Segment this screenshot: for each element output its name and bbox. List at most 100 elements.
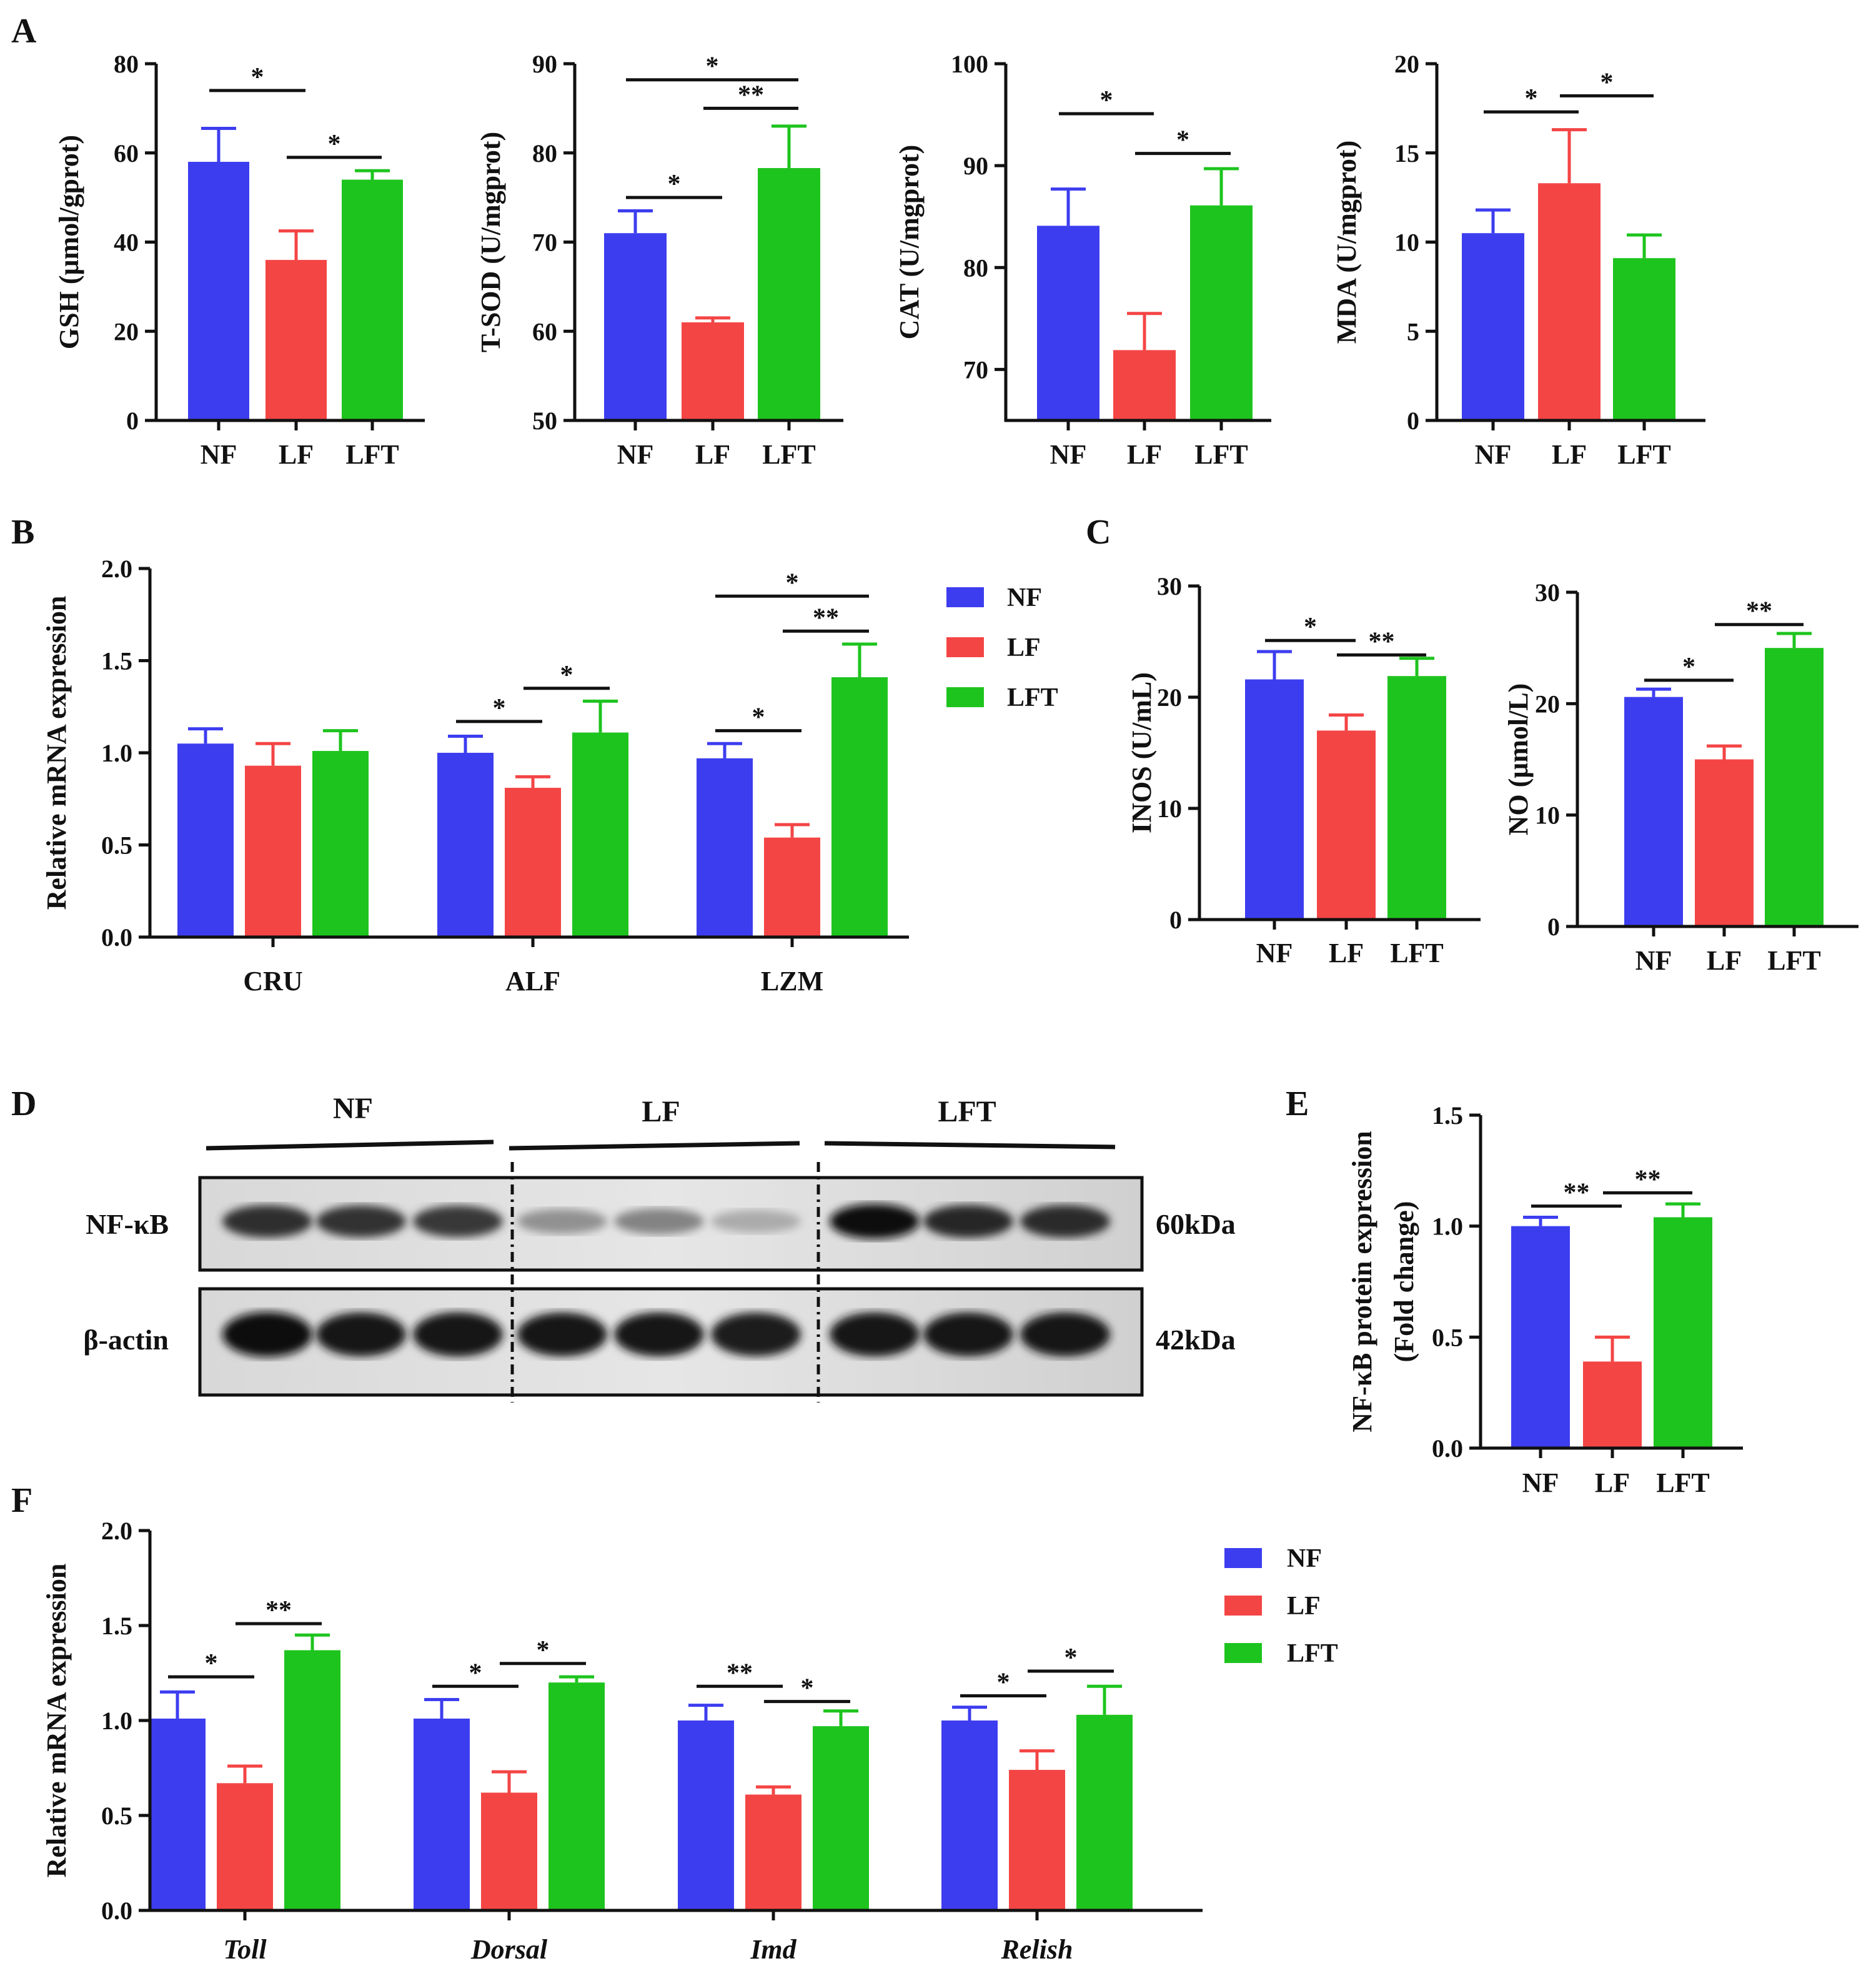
sig-label-b-3: ** — [813, 603, 839, 632]
bar-b-1 — [245, 765, 301, 937]
sig-label-a1-1: * — [328, 130, 341, 159]
bar-c2-1 — [1695, 759, 1754, 926]
blot-band-0-1 — [316, 1205, 406, 1238]
panel-label-b: B — [11, 513, 34, 552]
sig-label-f-4: ** — [727, 1659, 753, 1687]
blot-bands — [222, 1204, 1110, 1357]
bar-b-7 — [764, 837, 820, 937]
legend-f-swatch-lft — [1224, 1643, 1262, 1663]
bar-f-10 — [1009, 1770, 1065, 1910]
bar-f-5 — [548, 1682, 605, 1910]
x-tick-label-f-0: Toll — [223, 1934, 267, 1965]
bar-a3-2 — [1190, 205, 1253, 420]
bar-c1-0 — [1245, 679, 1304, 920]
y-tick-label-f-4: 2.0 — [101, 1517, 132, 1545]
sig-label-c2-1: ** — [1746, 597, 1772, 626]
blot-group-line-lf — [509, 1141, 800, 1151]
y-tick-label-a3-3: 100 — [951, 50, 988, 78]
blot-band-1-2 — [413, 1312, 503, 1357]
chart-b: 0.0 0.5 1.0 1.5 2.0 CRU ALF LZM Relative mRNA ex… — [41, 555, 909, 996]
legend-b-label-lft: LFT — [1007, 683, 1058, 712]
y-tick-label-f-1: 0.5 — [101, 1802, 132, 1830]
bar-a4-2 — [1613, 258, 1675, 420]
y-tick-label-b-0: 0.0 — [101, 923, 132, 951]
bar-b-4 — [505, 788, 561, 937]
x-tick-label-a3-0: NF — [1050, 439, 1087, 470]
panel-label-f: F — [11, 1481, 32, 1520]
y-tick-label-a2-0: 50 — [532, 407, 557, 435]
blot-band-0-4 — [614, 1208, 704, 1234]
bar-f-4 — [481, 1792, 537, 1910]
sig-label-e-0: ** — [1564, 1179, 1590, 1208]
blot-row-label-actin: β-actin — [83, 1324, 169, 1356]
sig-label-b-2: * — [752, 703, 765, 732]
blot-group-lft: LFT — [938, 1095, 996, 1128]
y-tick-label-a1-3: 60 — [114, 139, 139, 167]
panel-label-d: D — [11, 1085, 36, 1123]
chart-a1: 0 20 40 60 80 NF LF LFT GSH (μmol/gprot) * * — [54, 50, 425, 470]
y-tick-label-a3-1: 80 — [963, 254, 988, 282]
y-axis-label-c2: NO (μmol/L) — [1503, 683, 1534, 836]
bar-e-2 — [1654, 1217, 1712, 1448]
bar-c1-2 — [1387, 676, 1446, 920]
y-axis-label-a1: GSH (μmol/gprot) — [54, 135, 84, 349]
blot-band-1-8 — [1020, 1312, 1110, 1357]
y-tick-label-c2-0: 0 — [1547, 913, 1560, 941]
sig-label-b-1: * — [560, 661, 573, 690]
bar-f-9 — [941, 1720, 998, 1910]
x-tick-label-c2-2: LFT — [1767, 945, 1821, 976]
blot-row-size-42: 42kDa — [1156, 1324, 1236, 1356]
sig-label-a1-0: * — [251, 63, 264, 92]
y-tick-label-e-1: 0.5 — [1432, 1323, 1463, 1351]
western-blot: NF LF LFT NF-κB β-actin 60kDa 42kDa — [83, 1092, 1236, 1403]
y-tick-label-f-2: 1.0 — [101, 1707, 132, 1735]
legend-f: NF LF LFT — [1224, 1544, 1338, 1668]
y-tick-label-e-2: 1.0 — [1432, 1213, 1463, 1241]
blot-band-1-3 — [517, 1312, 607, 1357]
y-tick-label-a4-3: 15 — [1394, 139, 1419, 167]
x-tick-label-a2-2: LFT — [762, 439, 816, 470]
y-axis-label-f: Relative mRNA expression — [41, 1564, 72, 1878]
bar-c2-2 — [1765, 648, 1824, 926]
x-tick-label-b-0: CRU — [243, 966, 302, 996]
bar-a2-0 — [604, 233, 667, 420]
sig-label-f-0: * — [205, 1649, 218, 1678]
bar-b-2 — [312, 751, 369, 937]
bar-b-3 — [437, 753, 494, 937]
legend-b-swatch-nf — [946, 587, 984, 607]
x-tick-label-e-2: LFT — [1656, 1467, 1710, 1498]
y-tick-label-a4-1: 5 — [1407, 317, 1419, 345]
y-tick-label-b-3: 1.5 — [101, 647, 132, 675]
y-tick-label-a1-1: 20 — [114, 317, 139, 345]
bar-b-0 — [177, 743, 234, 937]
bar-f-7 — [745, 1794, 802, 1910]
y-tick-label-a1-0: 0 — [126, 407, 139, 435]
blot-band-0-0 — [222, 1204, 312, 1238]
x-tick-label-a3-1: LF — [1127, 439, 1162, 470]
bar-f-2 — [284, 1650, 340, 1910]
sig-label-f-7: * — [1065, 1644, 1078, 1672]
panel-label-c: C — [1086, 513, 1111, 552]
y-tick-label-a4-2: 10 — [1394, 229, 1419, 257]
chart-e: 0.0 0.5 1.0 1.5 NF LF LFT NF-κB protein express… — [1347, 1101, 1743, 1498]
bar-f-0 — [149, 1718, 206, 1910]
legend-b: NF LF LFT — [946, 583, 1058, 712]
y-tick-label-a3-2: 90 — [963, 152, 988, 180]
legend-f-label-lf: LF — [1287, 1592, 1321, 1621]
sig-label-c2-0: * — [1682, 653, 1695, 682]
x-tick-label-b-2: LZM — [761, 966, 823, 996]
y-tick-label-f-3: 1.5 — [101, 1612, 132, 1640]
y-tick-label-c2-3: 30 — [1535, 578, 1560, 607]
bar-a2-1 — [682, 322, 744, 420]
x-tick-label-a1-0: NF — [201, 439, 237, 470]
blot-group-nf: NF — [333, 1092, 373, 1125]
chart-f: 0.0 0.5 1.0 1.5 2.0 Toll Dorsal Imd Relish Relati… — [41, 1517, 1203, 1965]
y-tick-label-e-3: 1.5 — [1432, 1101, 1463, 1129]
sig-label-e-1: ** — [1635, 1165, 1661, 1194]
sig-label-c1-0: * — [1304, 613, 1317, 642]
sig-label-b-4: * — [786, 568, 799, 597]
y-tick-label-a3-0: 70 — [963, 355, 988, 384]
